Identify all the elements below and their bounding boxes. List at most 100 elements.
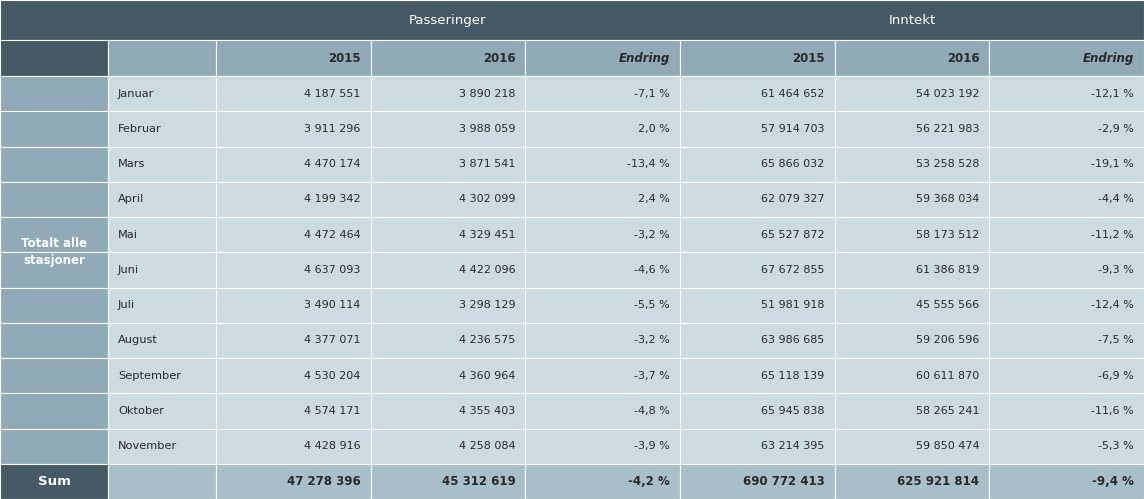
Bar <box>371 287 525 323</box>
Text: 57 914 703: 57 914 703 <box>761 124 825 134</box>
Bar <box>0 40 108 76</box>
Text: 3 988 059: 3 988 059 <box>459 124 515 134</box>
Text: 45 555 566: 45 555 566 <box>916 300 979 310</box>
Bar <box>371 111 525 147</box>
Text: Inntekt: Inntekt <box>889 13 936 26</box>
Bar <box>0 252 108 287</box>
Text: -11,2 %: -11,2 % <box>1091 230 1134 240</box>
Text: 45 312 619: 45 312 619 <box>442 475 515 488</box>
Bar <box>216 252 371 287</box>
Bar <box>0 393 108 429</box>
Text: -4,8 %: -4,8 % <box>634 406 670 416</box>
Bar <box>108 111 216 147</box>
Bar <box>680 464 835 499</box>
Text: 2016: 2016 <box>483 51 515 64</box>
Bar <box>990 287 1144 323</box>
Text: Sum: Sum <box>38 475 71 488</box>
Text: 59 206 596: 59 206 596 <box>916 335 979 345</box>
Bar <box>108 182 216 217</box>
Text: 4 574 171: 4 574 171 <box>304 406 360 416</box>
Bar <box>990 252 1144 287</box>
Bar <box>525 323 680 358</box>
Bar <box>108 464 216 499</box>
Bar <box>371 182 525 217</box>
Text: August: August <box>118 335 158 345</box>
Bar <box>525 429 680 464</box>
Bar <box>0 182 108 217</box>
Bar <box>525 76 680 111</box>
Bar <box>371 358 525 393</box>
Bar <box>835 252 990 287</box>
Text: Totalt alle
stasjoner: Totalt alle stasjoner <box>21 237 87 267</box>
Text: 4 258 084: 4 258 084 <box>459 441 515 451</box>
Bar <box>525 287 680 323</box>
Text: 2015: 2015 <box>328 51 360 64</box>
Bar <box>680 323 835 358</box>
Text: 65 945 838: 65 945 838 <box>761 406 825 416</box>
Text: November: November <box>118 441 177 451</box>
Text: Oktober: Oktober <box>118 406 164 416</box>
Text: Januar: Januar <box>118 89 154 99</box>
Bar <box>371 76 525 111</box>
Text: 3 871 541: 3 871 541 <box>459 159 515 169</box>
Bar <box>216 40 371 76</box>
Text: 67 672 855: 67 672 855 <box>761 265 825 275</box>
Bar <box>835 464 990 499</box>
Bar <box>990 111 1144 147</box>
Bar <box>835 217 990 252</box>
Text: Juli: Juli <box>118 300 135 310</box>
Bar <box>525 217 680 252</box>
Bar <box>835 40 990 76</box>
Bar <box>525 464 680 499</box>
Text: 2015: 2015 <box>792 51 825 64</box>
Bar <box>525 111 680 147</box>
Bar <box>216 464 371 499</box>
Bar <box>0 287 108 323</box>
Bar <box>835 111 990 147</box>
Bar <box>680 147 835 182</box>
Text: 2,4 %: 2,4 % <box>638 195 670 205</box>
Text: 4 302 099: 4 302 099 <box>459 195 515 205</box>
Text: -11,6 %: -11,6 % <box>1091 406 1134 416</box>
Bar <box>680 76 835 111</box>
Bar <box>0 323 108 358</box>
Bar <box>371 464 525 499</box>
Bar <box>835 358 990 393</box>
Bar <box>371 393 525 429</box>
Bar <box>371 429 525 464</box>
Bar <box>525 40 680 76</box>
Text: September: September <box>118 371 181 381</box>
Bar <box>525 358 680 393</box>
Bar <box>680 393 835 429</box>
Text: 58 265 241: 58 265 241 <box>916 406 979 416</box>
Bar <box>371 40 525 76</box>
Text: Februar: Februar <box>118 124 161 134</box>
Text: 4 199 342: 4 199 342 <box>304 195 360 205</box>
Bar <box>216 393 371 429</box>
Bar <box>371 147 525 182</box>
Text: 4 329 451: 4 329 451 <box>459 230 515 240</box>
Text: -3,7 %: -3,7 % <box>634 371 670 381</box>
Bar <box>108 358 216 393</box>
Text: -4,2 %: -4,2 % <box>628 475 670 488</box>
Text: 4 530 204: 4 530 204 <box>304 371 360 381</box>
Text: 4 637 093: 4 637 093 <box>304 265 360 275</box>
Bar <box>216 217 371 252</box>
Bar <box>0 217 108 252</box>
Text: 62 079 327: 62 079 327 <box>761 195 825 205</box>
Bar <box>990 429 1144 464</box>
Bar <box>0 111 108 147</box>
Bar <box>990 182 1144 217</box>
Text: 4 360 964: 4 360 964 <box>459 371 515 381</box>
Bar <box>216 182 371 217</box>
Bar <box>525 252 680 287</box>
Bar <box>835 393 990 429</box>
Bar <box>108 323 216 358</box>
Bar <box>0 429 108 464</box>
Bar <box>108 76 216 111</box>
Text: -4,4 %: -4,4 % <box>1098 195 1134 205</box>
Bar <box>371 252 525 287</box>
Text: 4 355 403: 4 355 403 <box>459 406 515 416</box>
Bar <box>108 429 216 464</box>
Bar <box>835 182 990 217</box>
